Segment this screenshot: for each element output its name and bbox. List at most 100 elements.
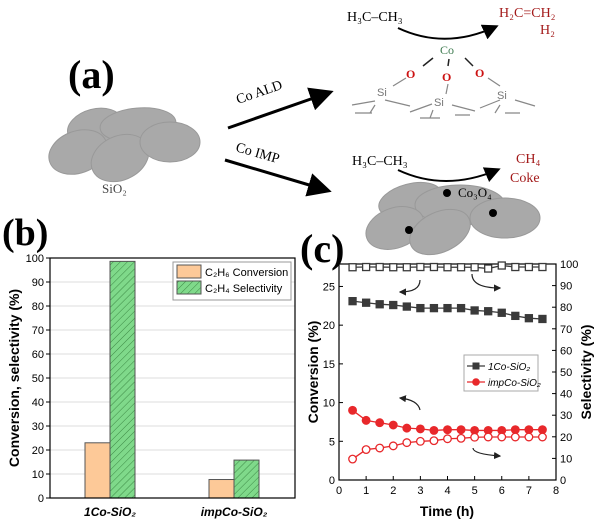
y-right-tick-label: 10 <box>560 453 572 465</box>
schematic-panel: (a) SiO₂ Co ALD Co IMP H₃C–CH₃ H₂C=CH₂ H… <box>48 6 556 256</box>
ald-arrow-icon <box>227 87 334 130</box>
x-tick-label: 3 <box>417 485 423 497</box>
y-left-tick-label: 5 <box>329 436 335 448</box>
data-point <box>443 425 452 435</box>
data-point <box>348 263 357 272</box>
y-tick-label: 100 <box>26 253 44 265</box>
axis-indicator-arrow-icon <box>398 395 421 411</box>
data-point <box>524 314 534 323</box>
data-point <box>348 297 357 306</box>
data-point <box>429 303 439 313</box>
bar-chart-b: 0 10 20 30 40 50 60 70 80 90 100 1Co-SiO₂ impCo-SiO₂… <box>6 253 296 519</box>
axis-indicator-arrow-icon <box>398 279 421 296</box>
reaction-arrow-top-icon <box>397 24 499 40</box>
data-point <box>415 424 425 434</box>
data-point <box>456 303 466 313</box>
legend-box <box>463 354 539 392</box>
silicon-atom: Si <box>497 90 507 102</box>
data-point <box>470 306 479 315</box>
data-point <box>470 263 479 272</box>
y-tick-label: 70 <box>32 325 44 337</box>
y-tick-label: 90 <box>32 277 44 289</box>
x-tick-label: 5 <box>472 485 478 497</box>
legend-swatch <box>176 264 202 279</box>
data-point <box>348 405 358 415</box>
y-right-tick-label: 20 <box>560 432 572 444</box>
y-left-axis-label: Conversion (%) <box>305 321 321 424</box>
y-tick-label: 60 <box>32 349 44 361</box>
panel-label-b: (b) <box>2 212 48 254</box>
x-tick-label: 8 <box>553 485 559 497</box>
data-point <box>497 432 507 442</box>
data-point <box>388 420 398 430</box>
y-right-tick-label: 90 <box>560 281 572 293</box>
product-coke: Coke <box>510 171 540 186</box>
support-label: SiO₂ <box>102 181 127 196</box>
y-right-tick-label: 0 <box>560 475 566 487</box>
data-point <box>456 263 466 272</box>
axis-indicator-arrow-icon <box>472 447 502 460</box>
data-point <box>375 443 385 453</box>
panel-label-a: (a) <box>68 52 115 97</box>
y-right-tick-label: 30 <box>560 410 572 422</box>
data-point <box>415 436 425 446</box>
co3o4-label: Co₃O₄ <box>458 185 492 200</box>
data-point <box>537 432 547 442</box>
data-point <box>389 300 398 310</box>
legend-label: 1Co-SiO₂ <box>488 362 530 373</box>
data-point <box>375 300 384 309</box>
y-right-axis-label: Selectivity (%) <box>578 325 594 420</box>
bar-conversion <box>208 479 235 499</box>
reaction-arrow-bottom-icon <box>397 167 501 183</box>
imp-arrow-icon <box>224 158 332 197</box>
y-left-tick-label: 0 <box>329 475 335 487</box>
y-tick-label: 30 <box>32 421 44 433</box>
data-point <box>361 445 371 454</box>
axis-indicator-arrow-icon <box>471 273 502 292</box>
data-point <box>497 308 506 317</box>
data-point <box>361 415 371 425</box>
data-point <box>348 454 358 464</box>
x-tick-label: impCo-SiO₂ <box>201 505 268 519</box>
data-point <box>538 314 547 324</box>
data-point <box>443 263 452 272</box>
data-point <box>429 262 439 272</box>
y-tick-label: 20 <box>32 445 44 457</box>
y-tick-label: 40 <box>32 397 44 409</box>
bar-conversion <box>84 442 111 499</box>
sio2-support-icon <box>48 107 201 183</box>
data-point <box>456 425 466 435</box>
oxygen-atom: O <box>406 67 415 81</box>
data-point <box>402 263 411 272</box>
x-tick-label: 4 <box>444 485 450 497</box>
legend-marker <box>472 362 480 370</box>
legend-label: impCo-SiO₂ <box>488 378 541 389</box>
y-tick-label: 0 <box>38 493 44 505</box>
panel-label-c: (c) <box>300 226 344 271</box>
data-point <box>402 302 411 311</box>
data-point <box>402 423 412 433</box>
impregnated-particle-icon <box>365 181 541 256</box>
line-chart-c: 0 1 2 3 4 5 6 7 80510152025010203040506070809010… <box>305 259 594 519</box>
legend-marker <box>472 378 480 386</box>
data-point <box>456 433 466 443</box>
data-point <box>511 311 520 321</box>
y-right-tick-label: 60 <box>560 345 572 357</box>
data-point <box>443 434 452 444</box>
legend-swatch <box>176 280 202 295</box>
data-point <box>537 425 547 435</box>
co3o4-particle-dots <box>405 189 497 234</box>
data-point <box>443 303 452 313</box>
legend: C₂H₆ Conversion C₂H₄ Selectivity <box>172 261 292 301</box>
data-point <box>484 264 493 273</box>
y-left-tick-label: 15 <box>323 359 335 371</box>
product-ethylene: H₂C=CH₂ <box>499 6 556 21</box>
data-point <box>484 307 493 316</box>
data-point <box>538 262 547 272</box>
oxygen-atom: O <box>442 70 451 84</box>
plot-frame <box>49 257 296 499</box>
x-tick-label: 0 <box>336 485 342 497</box>
bar-selectivity <box>233 459 260 499</box>
